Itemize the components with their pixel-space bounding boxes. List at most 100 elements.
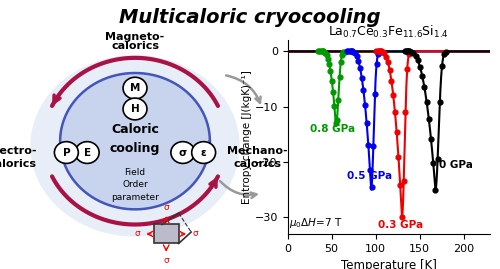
Point — [354, 59, 362, 63]
Point — [336, 75, 344, 79]
X-axis label: Temperature [K]: Temperature [K] — [341, 259, 436, 269]
Point — [326, 69, 334, 73]
Point — [410, 51, 418, 55]
Point — [420, 85, 428, 90]
Point — [330, 104, 338, 108]
Point — [418, 74, 426, 78]
Point — [404, 49, 412, 54]
Point — [371, 92, 379, 96]
Point — [372, 61, 380, 66]
Point — [405, 52, 413, 56]
Point — [377, 49, 385, 54]
Point — [348, 49, 356, 54]
Point — [350, 49, 358, 54]
Point — [344, 49, 351, 54]
Point — [400, 49, 408, 54]
Point — [364, 143, 372, 147]
Point — [348, 49, 356, 54]
Point — [388, 79, 396, 83]
Text: Electro-: Electro- — [0, 146, 36, 156]
Point — [432, 187, 440, 192]
Text: cooling: cooling — [110, 142, 160, 155]
Point — [405, 49, 413, 54]
Point — [412, 54, 420, 58]
Point — [378, 49, 386, 54]
Point — [425, 117, 433, 121]
Circle shape — [123, 98, 147, 120]
Circle shape — [171, 142, 195, 164]
Text: Field: Field — [124, 168, 146, 177]
Point — [414, 58, 422, 62]
Point — [346, 49, 354, 54]
Text: P: P — [62, 147, 70, 158]
Text: H: H — [130, 104, 140, 114]
Point — [328, 78, 336, 83]
Point — [400, 179, 407, 183]
Point — [403, 49, 411, 54]
Point — [329, 90, 337, 94]
Text: calorics: calorics — [0, 159, 36, 169]
Point — [318, 49, 326, 54]
Point — [361, 103, 369, 107]
Point — [362, 121, 370, 126]
Text: Caloric: Caloric — [111, 123, 159, 136]
Text: calorics: calorics — [111, 41, 159, 51]
Point — [332, 120, 340, 125]
Point — [376, 49, 384, 54]
Y-axis label: Entropy change [J(kgK)⁻¹]: Entropy change [J(kgK)⁻¹] — [242, 70, 252, 204]
Title: La$_{0.7}$Ce$_{0.3}$Fe$_{11.6}$Si$_{1.4}$: La$_{0.7}$Ce$_{0.3}$Fe$_{11.6}$Si$_{1.4}… — [328, 24, 449, 40]
Text: Order: Order — [122, 180, 148, 189]
Point — [382, 54, 390, 59]
Point — [314, 49, 322, 54]
Point — [325, 62, 333, 66]
Point — [436, 100, 444, 104]
Point — [374, 49, 382, 54]
Point — [368, 185, 376, 189]
Text: σ: σ — [164, 203, 169, 212]
Point — [340, 50, 347, 54]
Point — [346, 49, 354, 54]
Text: 0.8 GPa: 0.8 GPa — [310, 124, 354, 134]
Point — [366, 168, 374, 172]
Point — [380, 51, 388, 55]
Point — [440, 52, 448, 56]
Circle shape — [60, 73, 210, 209]
Point — [429, 161, 437, 165]
Point — [422, 100, 430, 104]
Point — [374, 52, 382, 56]
Text: M: M — [130, 83, 140, 93]
Point — [352, 54, 360, 58]
Text: 0 GPa: 0 GPa — [439, 160, 473, 170]
Text: σ: σ — [134, 229, 140, 238]
Text: E: E — [84, 147, 90, 158]
Circle shape — [75, 142, 99, 164]
Point — [416, 65, 424, 69]
Point — [438, 64, 446, 68]
Point — [427, 137, 435, 141]
Text: calorics: calorics — [234, 159, 281, 169]
Ellipse shape — [31, 56, 239, 236]
Point — [351, 51, 359, 55]
Point — [344, 49, 352, 54]
Point — [407, 49, 415, 54]
Point — [402, 49, 409, 54]
Point — [322, 51, 330, 55]
Point — [391, 109, 399, 114]
Point — [389, 93, 397, 97]
Point — [396, 183, 404, 187]
Text: parameter: parameter — [111, 193, 159, 201]
Point — [372, 49, 380, 54]
Circle shape — [192, 142, 216, 164]
Point — [316, 49, 324, 54]
Point — [407, 49, 415, 54]
Point — [434, 157, 442, 161]
Point — [356, 66, 364, 70]
Text: σ: σ — [164, 256, 169, 265]
Point — [402, 110, 409, 115]
Point — [376, 49, 384, 54]
Point — [340, 49, 348, 54]
Point — [333, 118, 341, 122]
Point — [386, 68, 394, 72]
Polygon shape — [154, 225, 178, 243]
Point — [318, 49, 326, 54]
